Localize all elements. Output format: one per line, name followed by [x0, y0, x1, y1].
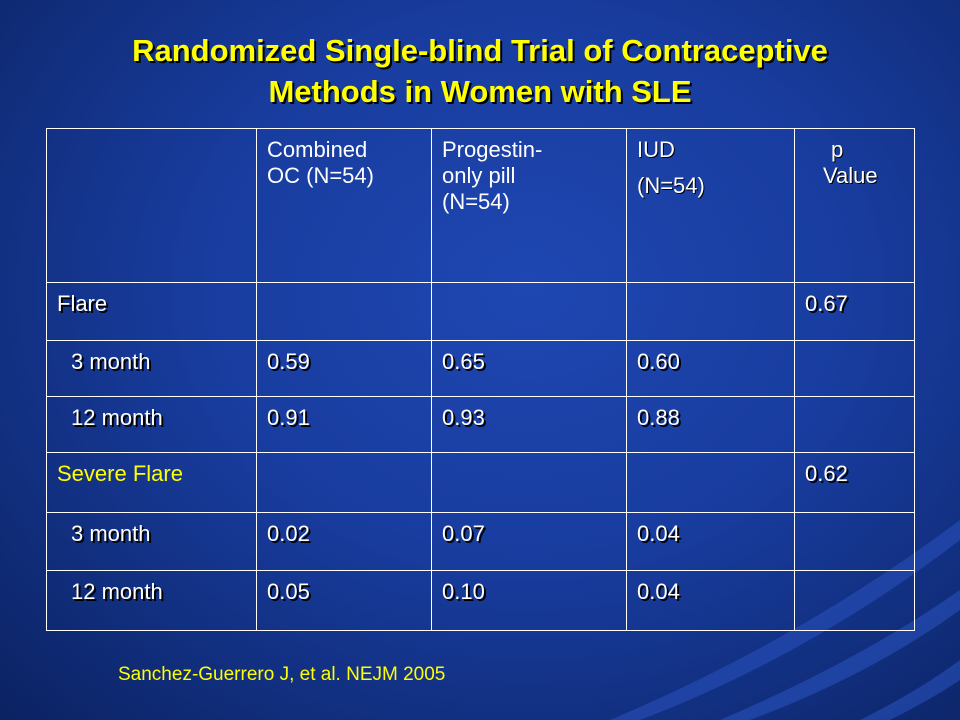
cell-value: [256, 282, 432, 341]
cell-value: 0.91: [256, 396, 432, 453]
cell-value: 0.04: [626, 570, 795, 631]
cell-value: [431, 452, 627, 513]
cell-value: 0.02: [256, 512, 432, 571]
header-combined-oc: Combined OC (N=54): [256, 128, 432, 283]
table-row: Severe Flare 0.62: [46, 452, 915, 513]
cell-p-value: [794, 512, 915, 571]
table-row: Flare 0.67: [46, 282, 915, 341]
header-progestin-only-line2: only pill: [442, 163, 516, 188]
table-row: 12 month 0.91 0.93 0.88: [46, 396, 915, 453]
cell-value: 0.60: [626, 340, 795, 397]
slide-title: Randomized Single-blind Trial of Contrac…: [0, 30, 960, 112]
row-label-3-month: 3 month: [46, 512, 257, 571]
table-header-row: Combined OC (N=54) Progestin- only pill …: [46, 128, 915, 283]
header-p-value-line1: p: [831, 137, 844, 162]
header-iud-line2: (N=54): [637, 173, 705, 198]
header-progestin-only: Progestin- only pill (N=54): [431, 128, 627, 283]
cell-p-value: 0.62: [794, 452, 915, 513]
table-row: 3 month 0.02 0.07 0.04: [46, 512, 915, 571]
header-iud: IUD (N=54): [626, 128, 795, 283]
cell-value: 0.07: [431, 512, 627, 571]
slide-title-line-2: Methods in Women with SLE: [268, 74, 692, 109]
cell-value: [626, 452, 795, 513]
header-combined-oc-line2: OC (N=54): [267, 163, 374, 188]
citation-text: Sanchez-Guerrero J, et al. NEJM 2005: [118, 664, 446, 685]
cell-value: 0.88: [626, 396, 795, 453]
cell-p-value: 0.67: [794, 282, 915, 341]
cell-value: 0.04: [626, 512, 795, 571]
header-progestin-only-line3: (N=54): [442, 189, 510, 214]
cell-p-value: [794, 340, 915, 397]
cell-value: 0.65: [431, 340, 627, 397]
results-table: Combined OC (N=54) Progestin- only pill …: [46, 128, 915, 631]
cell-value: [431, 282, 627, 341]
row-label-12-month: 12 month: [46, 570, 257, 631]
cell-value: 0.10: [431, 570, 627, 631]
cell-value: [626, 282, 795, 341]
cell-value: 0.59: [256, 340, 432, 397]
cell-value: 0.05: [256, 570, 432, 631]
row-label-3-month: 3 month: [46, 340, 257, 397]
table-row: 12 month 0.05 0.10 0.04: [46, 570, 915, 631]
table-row: 3 month 0.59 0.65 0.60: [46, 340, 915, 397]
header-p-value: p Value: [794, 128, 915, 283]
header-p-value-line2: Value: [823, 163, 878, 188]
header-combined-oc-line1: Combined: [267, 137, 368, 162]
cell-p-value: [794, 570, 915, 631]
cell-value: [256, 452, 432, 513]
header-progestin-only-line1: Progestin-: [442, 137, 543, 162]
cell-value: 0.93: [431, 396, 627, 453]
row-label-12-month: 12 month: [46, 396, 257, 453]
header-empty-cell: [46, 128, 257, 283]
header-iud-line1: IUD: [637, 137, 675, 162]
cell-p-value: [794, 396, 915, 453]
row-label-severe-flare: Severe Flare: [46, 452, 257, 513]
slide-title-line-1: Randomized Single-blind Trial of Contrac…: [132, 33, 828, 68]
row-label-flare: Flare: [46, 282, 257, 341]
